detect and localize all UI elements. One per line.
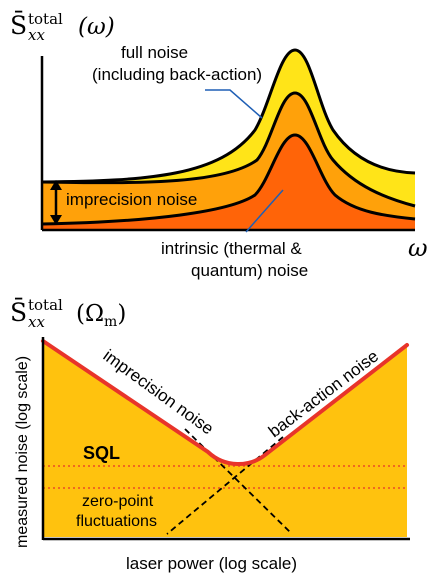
- intrinsic-label-1: intrinsic (thermal &: [161, 239, 302, 258]
- bottom-x-axis-label: laser power (log scale): [126, 554, 297, 573]
- bottom-ylabel-arg: (Ωm): [76, 301, 126, 330]
- middle-curve: [41, 91, 416, 208]
- intrinsic-curve: [41, 133, 416, 226]
- top-ylabel-super: total: [28, 10, 63, 28]
- top-ylabel-symbol: S̄: [10, 11, 27, 40]
- full-noise-pointer: [205, 89, 263, 119]
- full-noise-area: [42, 50, 415, 206]
- total-noise-curve: [41, 339, 409, 466]
- top-imprecision-label: imprecision noise: [66, 190, 197, 209]
- imprecision-arrow-head-bottom: [50, 215, 62, 225]
- imprecision-arrow-head-top: [50, 180, 62, 190]
- intrinsic-area: [42, 135, 415, 230]
- bottom-ylabel-super: total: [28, 296, 63, 314]
- top-ylabel-arg: (ω): [78, 14, 115, 40]
- top-panel: S̄ total xx (ω) full noise (including ba…: [10, 10, 428, 280]
- sql-label: SQL: [83, 443, 120, 463]
- zero-point-label-1: zero-point: [82, 493, 154, 510]
- zero-point-label-2: fluctuations: [76, 513, 157, 530]
- full-noise-label-1: full noise: [121, 43, 188, 62]
- full-noise-label-2: (including back-action): [92, 65, 262, 84]
- bottom-ylabel-symbol: S̄: [10, 298, 27, 327]
- bottom-ylabel-sub: xx: [28, 313, 45, 331]
- backaction-asymptote: [166, 436, 284, 535]
- top-ylabel-sub: xx: [28, 26, 45, 44]
- top-xlabel: ω: [408, 234, 428, 262]
- intrinsic-label-2: quantum) noise: [191, 261, 308, 280]
- bottom-panel: S̄ total xx (Ωm) measured noise (log sca…: [10, 296, 410, 573]
- intrinsic-pointer: [245, 189, 284, 233]
- full-noise-curve: [41, 48, 416, 184]
- imprecision-area: [42, 93, 415, 224]
- bottom-y-axis-label: measured noise (log scale): [14, 356, 31, 548]
